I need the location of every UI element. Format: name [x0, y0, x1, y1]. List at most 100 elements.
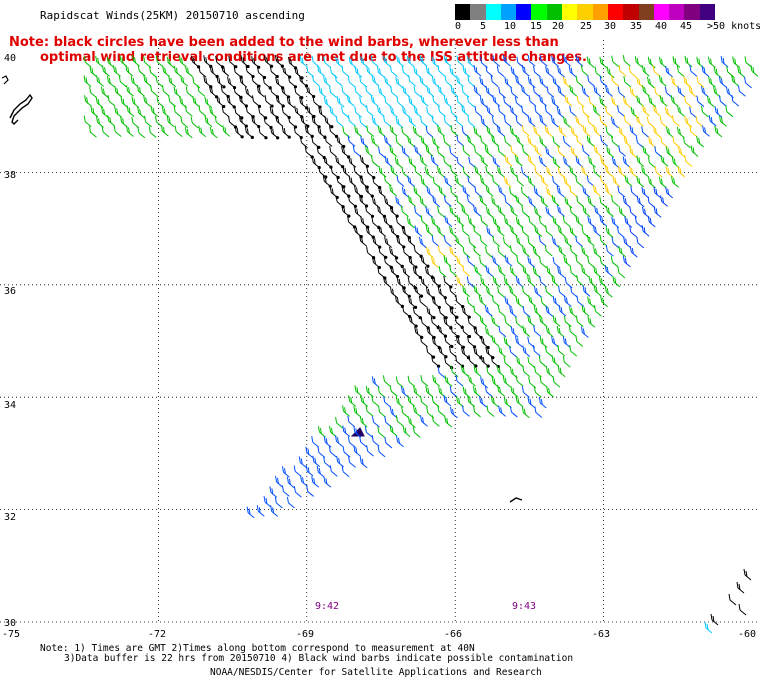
wind-barb	[516, 356, 524, 368]
barb-staff	[457, 140, 465, 147]
barb-flag	[634, 216, 637, 223]
barb-flag	[342, 445, 345, 453]
barb-flag	[576, 95, 579, 103]
barb-staff	[475, 191, 483, 198]
barb-flag	[482, 118, 485, 125]
wind-barb	[275, 76, 285, 90]
barb-flag	[145, 97, 148, 104]
barb-staff	[529, 100, 537, 107]
wind-barb	[473, 405, 481, 418]
wind-barb	[364, 145, 373, 157]
barb-flag	[406, 216, 409, 223]
wind-barb	[383, 215, 393, 229]
barb-flag	[528, 295, 531, 302]
wind-barb	[395, 415, 404, 427]
barb-flag	[384, 416, 387, 423]
barb-staff	[163, 90, 170, 97]
wind-barb	[701, 105, 709, 118]
barb-flag	[515, 375, 518, 382]
barb-flag	[527, 356, 530, 363]
barb-flag	[515, 115, 518, 123]
barb-flag	[599, 234, 602, 242]
barb-staff	[708, 101, 715, 108]
barb-flag	[571, 228, 574, 235]
barb-flag	[466, 276, 469, 283]
color-scale-bar	[455, 4, 716, 20]
barb-staff	[426, 172, 433, 179]
barb-flag	[306, 485, 309, 492]
barb-flag	[413, 186, 416, 193]
barb-flag	[395, 376, 398, 383]
barb-flag	[480, 355, 483, 362]
barb-staff	[540, 320, 547, 327]
wind-barb	[707, 56, 716, 69]
barb-staff	[533, 91, 541, 98]
barb-flag	[671, 115, 674, 122]
wind-barb	[437, 325, 448, 338]
barb-flag	[612, 275, 615, 282]
barb-flag	[307, 466, 310, 474]
wind-barb	[497, 145, 506, 157]
barb-flag	[173, 65, 176, 72]
wind-barb	[329, 66, 338, 79]
barb-flag	[475, 87, 478, 94]
barb-staff	[613, 281, 621, 288]
barb-flag	[595, 267, 598, 275]
wind-barb	[473, 245, 481, 257]
barb-staff	[468, 261, 475, 267]
barb-flag	[541, 317, 544, 324]
wind-barb	[617, 185, 626, 198]
wind-barb	[251, 115, 261, 129]
wind-barb	[653, 206, 662, 218]
barb-flag	[569, 185, 572, 192]
barb-flag	[400, 386, 403, 393]
wind-barb	[462, 65, 471, 78]
barb-flag	[516, 56, 519, 63]
barb-staff	[630, 171, 637, 178]
barb-staff	[90, 92, 97, 98]
wind-barb	[384, 96, 393, 108]
barb-flag	[354, 106, 357, 113]
barb-flag	[439, 87, 442, 94]
barb-staff	[552, 102, 560, 108]
barb-staff	[421, 141, 429, 148]
wind-barb	[251, 95, 262, 108]
scale-swatch	[516, 4, 532, 20]
barb-staff	[498, 130, 505, 137]
barb-flag	[455, 295, 458, 302]
wind-barb	[490, 75, 499, 88]
barb-staff	[355, 71, 363, 78]
wind-barb	[408, 195, 416, 207]
barb-flag	[316, 146, 319, 153]
barb-flag	[361, 417, 364, 425]
barb-flag	[635, 114, 638, 122]
barb-flag	[509, 266, 512, 273]
barb-flag	[701, 105, 703, 113]
barb-flag	[451, 228, 454, 235]
barb-flag	[450, 365, 453, 372]
barb-staff	[481, 160, 489, 167]
barb-flag	[420, 316, 423, 323]
barb-staff	[583, 191, 591, 198]
wind-barb	[311, 156, 321, 170]
barb-flag	[498, 325, 501, 333]
wind-barb	[438, 105, 446, 117]
barb-staff	[619, 251, 627, 258]
barb-flag	[426, 306, 429, 313]
wind-barb	[504, 76, 513, 89]
wind-barb	[539, 256, 547, 269]
barb-flag	[581, 165, 584, 172]
barb-flag	[494, 97, 497, 104]
wind-barb	[653, 186, 662, 199]
barb-flag	[554, 317, 557, 324]
wind-barb	[305, 446, 314, 459]
barb-flag	[586, 56, 589, 63]
barb-flag	[211, 67, 214, 74]
barb-staff	[619, 171, 626, 178]
barb-flag	[359, 176, 362, 183]
wind-barb	[658, 75, 667, 87]
barb-flag	[426, 186, 429, 193]
barb-flag	[514, 96, 517, 103]
wind-barb	[118, 75, 127, 88]
barb-flag	[161, 106, 164, 113]
